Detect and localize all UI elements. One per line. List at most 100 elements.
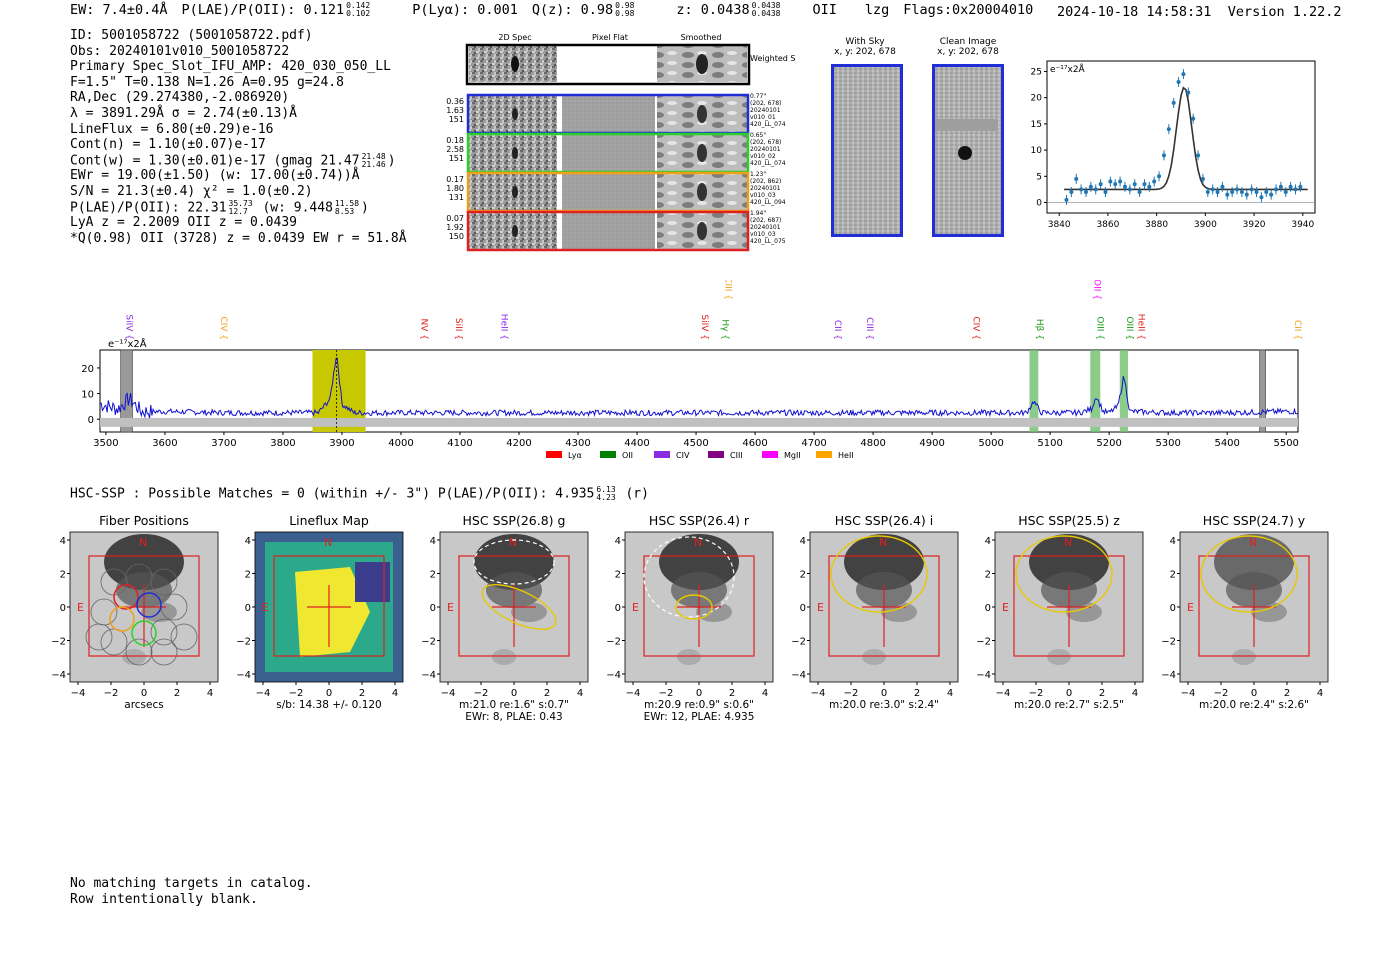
zoom-data-point — [1225, 192, 1230, 197]
north-label: N — [694, 536, 702, 549]
east-label: E — [447, 601, 454, 614]
plae-line: P(LAE)/P(OII): 22.31 35.73 12.7 (w: 9.448 1… — [70, 198, 369, 216]
zoom-fit-line — [1064, 86, 1308, 191]
zoom-xtick: 3860 — [1096, 220, 1119, 230]
fiber-note: 1.23" — [750, 171, 766, 178]
zoom-data-point — [1200, 176, 1205, 181]
cutout-caption: s/b: 14.38 +/- 0.120 — [276, 699, 381, 711]
line-label: CIII { — [723, 280, 733, 300]
cutout-xtick: 4 — [1317, 688, 1323, 699]
spec-xtick: 4700 — [801, 438, 826, 449]
cutout-ytick: −4 — [236, 670, 251, 681]
cutout-xtick: −2 — [474, 688, 489, 699]
spec-xtick: 4600 — [742, 438, 767, 449]
zoom-data-point — [1210, 187, 1215, 192]
footer-line-2: Row intentionally blank. — [70, 891, 258, 907]
cutout-xtick: 4 — [1132, 688, 1138, 699]
cutout-xtick: −4 — [441, 688, 456, 699]
line-window — [1119, 350, 1129, 432]
cutout-xtick: 2 — [359, 688, 365, 699]
cutout-ytick: 4 — [615, 536, 621, 547]
hdr-smoothed: Smoothed — [681, 33, 722, 42]
legend-label: CIV — [676, 451, 690, 460]
cutout-xtick: −4 — [1181, 688, 1196, 699]
cutout-xtick: −2 — [104, 688, 119, 699]
north-label: N — [1249, 536, 1257, 549]
cutout-xtick: 0 — [881, 688, 887, 699]
cutout-xtick: −2 — [1214, 688, 1229, 699]
detection-info: ID: 5001058722 (5001058722.pdf) Obs: 202… — [70, 28, 407, 246]
lineflux-line: LineFlux = 6.80(±0.29)e-16 — [70, 121, 274, 137]
zoom-data-point — [1171, 100, 1176, 105]
cutout-caption-2: EWr: 8, PLAE: 0.43 — [465, 711, 562, 723]
cutout-title: HSC SSP(25.5) z — [1018, 513, 1120, 528]
legend-label: CIII — [730, 451, 743, 460]
fiber-note: 20240101 — [750, 107, 781, 114]
spec-xtick: 3700 — [211, 438, 236, 449]
cutout-xtick: −4 — [811, 688, 826, 699]
cutout-title: Lineflux Map — [289, 513, 369, 528]
cutout-ytick: 4 — [800, 536, 806, 547]
cutout-ytick: −2 — [791, 637, 806, 648]
cutout-ytick: 4 — [1170, 536, 1176, 547]
line-window — [1090, 350, 1101, 432]
fiber-note: v010_03 — [750, 192, 776, 199]
east-label: E — [262, 601, 269, 614]
spec-xtick: 4800 — [860, 438, 885, 449]
legend-swatch — [600, 451, 616, 458]
cutout-xtick: −4 — [626, 688, 641, 699]
fiber-weight: 1.80 — [446, 184, 464, 193]
cutout-ytick: 4 — [985, 536, 991, 547]
hdr-2dspec: 2D Spec — [498, 33, 531, 42]
sn-line: S/N = 21.3(±0.4) χ² = 1.0(±0.2) — [70, 183, 313, 199]
spec-xtick: 4000 — [388, 438, 413, 449]
zoom-data-point — [1186, 90, 1191, 95]
cutout-ytick: 0 — [1170, 603, 1176, 614]
cutout-ytick: 4 — [245, 536, 251, 547]
cutout-title: HSC SSP(24.7) y — [1203, 513, 1306, 528]
zoom-data-point — [1103, 190, 1108, 195]
cutout-title: HSC SSP(26.8) g — [463, 513, 566, 528]
zoom-data-point — [1235, 187, 1240, 192]
zoom-data-point — [1269, 192, 1274, 197]
fiber-note: 0.77" — [750, 93, 766, 100]
cutout-xtick: 2 — [729, 688, 735, 699]
fiber-weight: 2.58 — [446, 145, 464, 154]
cutout-ytick: 2 — [800, 570, 806, 581]
legend-label: MgII — [784, 451, 801, 460]
header-right: 2024-10-18 14:58:31 Version 1.22.2 — [1057, 4, 1342, 20]
cutout-ytick: 0 — [985, 603, 991, 614]
zoom-data-point — [1181, 72, 1186, 77]
spec-xtick: 4400 — [624, 438, 649, 449]
with-sky-title: With Sky x, y: 202, 678 — [834, 37, 896, 57]
cutout-1: Fiber Positions N E −4 4 −2 2 0 0 2 −2 4 −4 arcsecs — [51, 513, 219, 711]
zoom-data-point — [1293, 187, 1298, 192]
zoom-data-point — [1191, 116, 1196, 121]
spec-ytick: 20 — [81, 364, 94, 375]
cutout-caption-2: EWr: 12, PLAE: 4.935 — [644, 711, 755, 723]
cutout-ytick: −2 — [236, 637, 251, 648]
cutout-title: Fiber Positions — [99, 513, 189, 528]
version: Version 1.22.2 — [1227, 4, 1342, 20]
east-label: E — [77, 601, 84, 614]
cutout-xtick: 0 — [141, 688, 147, 699]
spec-xtick: 5400 — [1214, 438, 1239, 449]
cutout-caption: arcsecs — [124, 699, 163, 711]
cutout-caption: m:20.0 re:2.7" s:2.5" — [1014, 699, 1124, 711]
ew-value: EW: 7.4±0.4Å — [70, 2, 168, 18]
zoom-data-point — [1274, 187, 1279, 192]
cutout-ytick: 2 — [615, 570, 621, 581]
radec-line: RA,Dec (29.274380,-2.086920) — [70, 90, 290, 106]
fiber-note: 420_LL_075 — [750, 238, 786, 245]
spectrum-line — [99, 357, 1299, 419]
cutout-ytick: −2 — [976, 637, 991, 648]
spec-xtick: 5300 — [1155, 438, 1180, 449]
zoom-ytick: 20 — [1031, 94, 1043, 104]
north-label: N — [879, 536, 887, 549]
zoom-data-point — [1147, 184, 1152, 189]
spec-xtick: 4300 — [565, 438, 590, 449]
legend-swatch — [654, 451, 670, 458]
zoom-data-point — [1196, 153, 1201, 158]
zoom-xtick: 3940 — [1291, 220, 1314, 230]
